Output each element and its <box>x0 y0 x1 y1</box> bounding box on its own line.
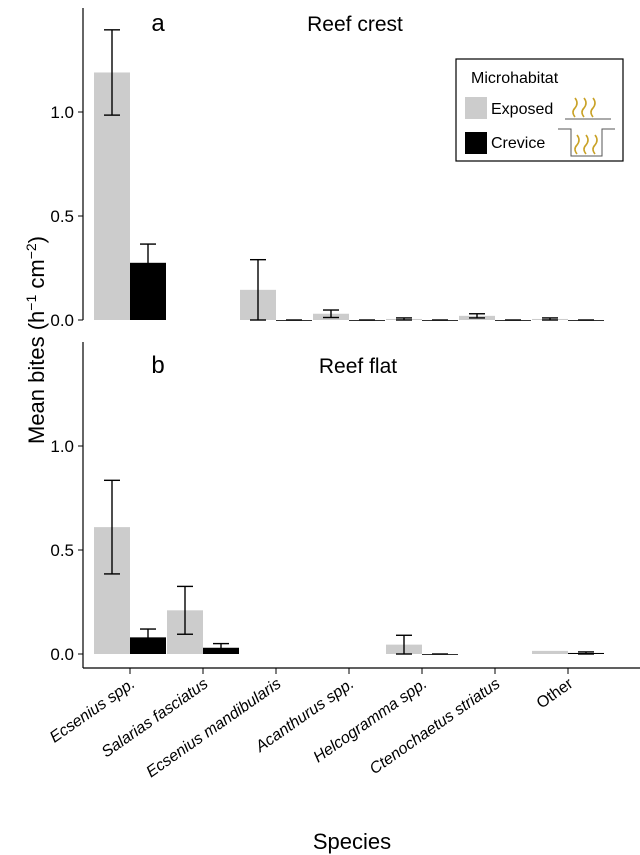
legend-label-crevice: Crevice <box>491 135 545 152</box>
panel-b-errorbar-exposed-1 <box>177 585 193 635</box>
panel-b-errorbar-crevice-0 <box>140 628 156 647</box>
y-axis-title-part1: Mean bites (h <box>24 311 49 444</box>
panel-a-errorbar-exposed-0 <box>104 29 120 116</box>
x-axis-title: Species <box>313 829 391 854</box>
panel-a-errorbar-exposed-3 <box>323 309 339 319</box>
panel-a-letter: a <box>151 10 165 37</box>
panel-b-ytick-label-1: 0.5 <box>50 541 74 560</box>
panel-b-errorbar-exposed-4 <box>396 634 412 655</box>
category-label-6: Other <box>534 675 577 712</box>
panel-a-errorbar-crevice-0 <box>140 243 156 283</box>
panel-a-errorbar-exposed-6 <box>542 317 558 321</box>
panel-b-bar-exposed-6 <box>532 650 568 654</box>
y-axis-title-sup2: −2 <box>23 243 39 259</box>
panel-b: b Reef flat 0.0 0.5 1.0 <box>50 342 640 669</box>
panel-a-ytick-label-0: 0.0 <box>50 311 74 330</box>
panel-b-letter: b <box>151 352 164 379</box>
panel-b-ytick-label-0: 0.0 <box>50 645 74 664</box>
panel-b-errorbar-crevice-6 <box>578 651 594 655</box>
category-label-2: Ecsenius mandibularis <box>143 675 284 781</box>
panel-a-errorbar-exposed-5 <box>469 313 485 319</box>
y-axis-title-sup1: −1 <box>23 295 39 311</box>
legend-swatch-crevice <box>465 132 487 154</box>
legend-title: Microhabitat <box>471 70 559 87</box>
legend-label-exposed: Exposed <box>491 101 553 118</box>
panel-b-title: Reef flat <box>319 355 397 378</box>
crevice-seaweed-icon <box>558 128 615 157</box>
panel-a: a Reef crest 0.0 0.5 1.0 <box>50 8 604 330</box>
y-axis-title: Mean bites (h−1 cm−2) <box>23 236 49 444</box>
exposed-seaweed-icon <box>565 97 611 120</box>
legend-swatch-exposed <box>465 97 487 119</box>
panel-a-ytick-label-1: 0.5 <box>50 207 74 226</box>
panel-a-title: Reef crest <box>307 13 403 36</box>
panel-b-errorbar-crevice-1 <box>213 642 229 653</box>
legend: Microhabitat Exposed Crevice <box>455 58 624 162</box>
panel-a-ytick-label-2: 1.0 <box>50 103 74 122</box>
panel-a-errorbar-exposed-4 <box>396 317 412 321</box>
y-axis-title-part3: ) <box>24 236 49 243</box>
panel-b-ytick-label-2: 1.0 <box>50 437 74 456</box>
y-axis-title-part2: cm <box>24 259 49 294</box>
category-label-5: Ctenochaetus striatus <box>367 675 504 778</box>
panel-a-errorbar-exposed-2 <box>250 258 266 321</box>
panel-b-errorbar-exposed-0 <box>104 479 120 575</box>
